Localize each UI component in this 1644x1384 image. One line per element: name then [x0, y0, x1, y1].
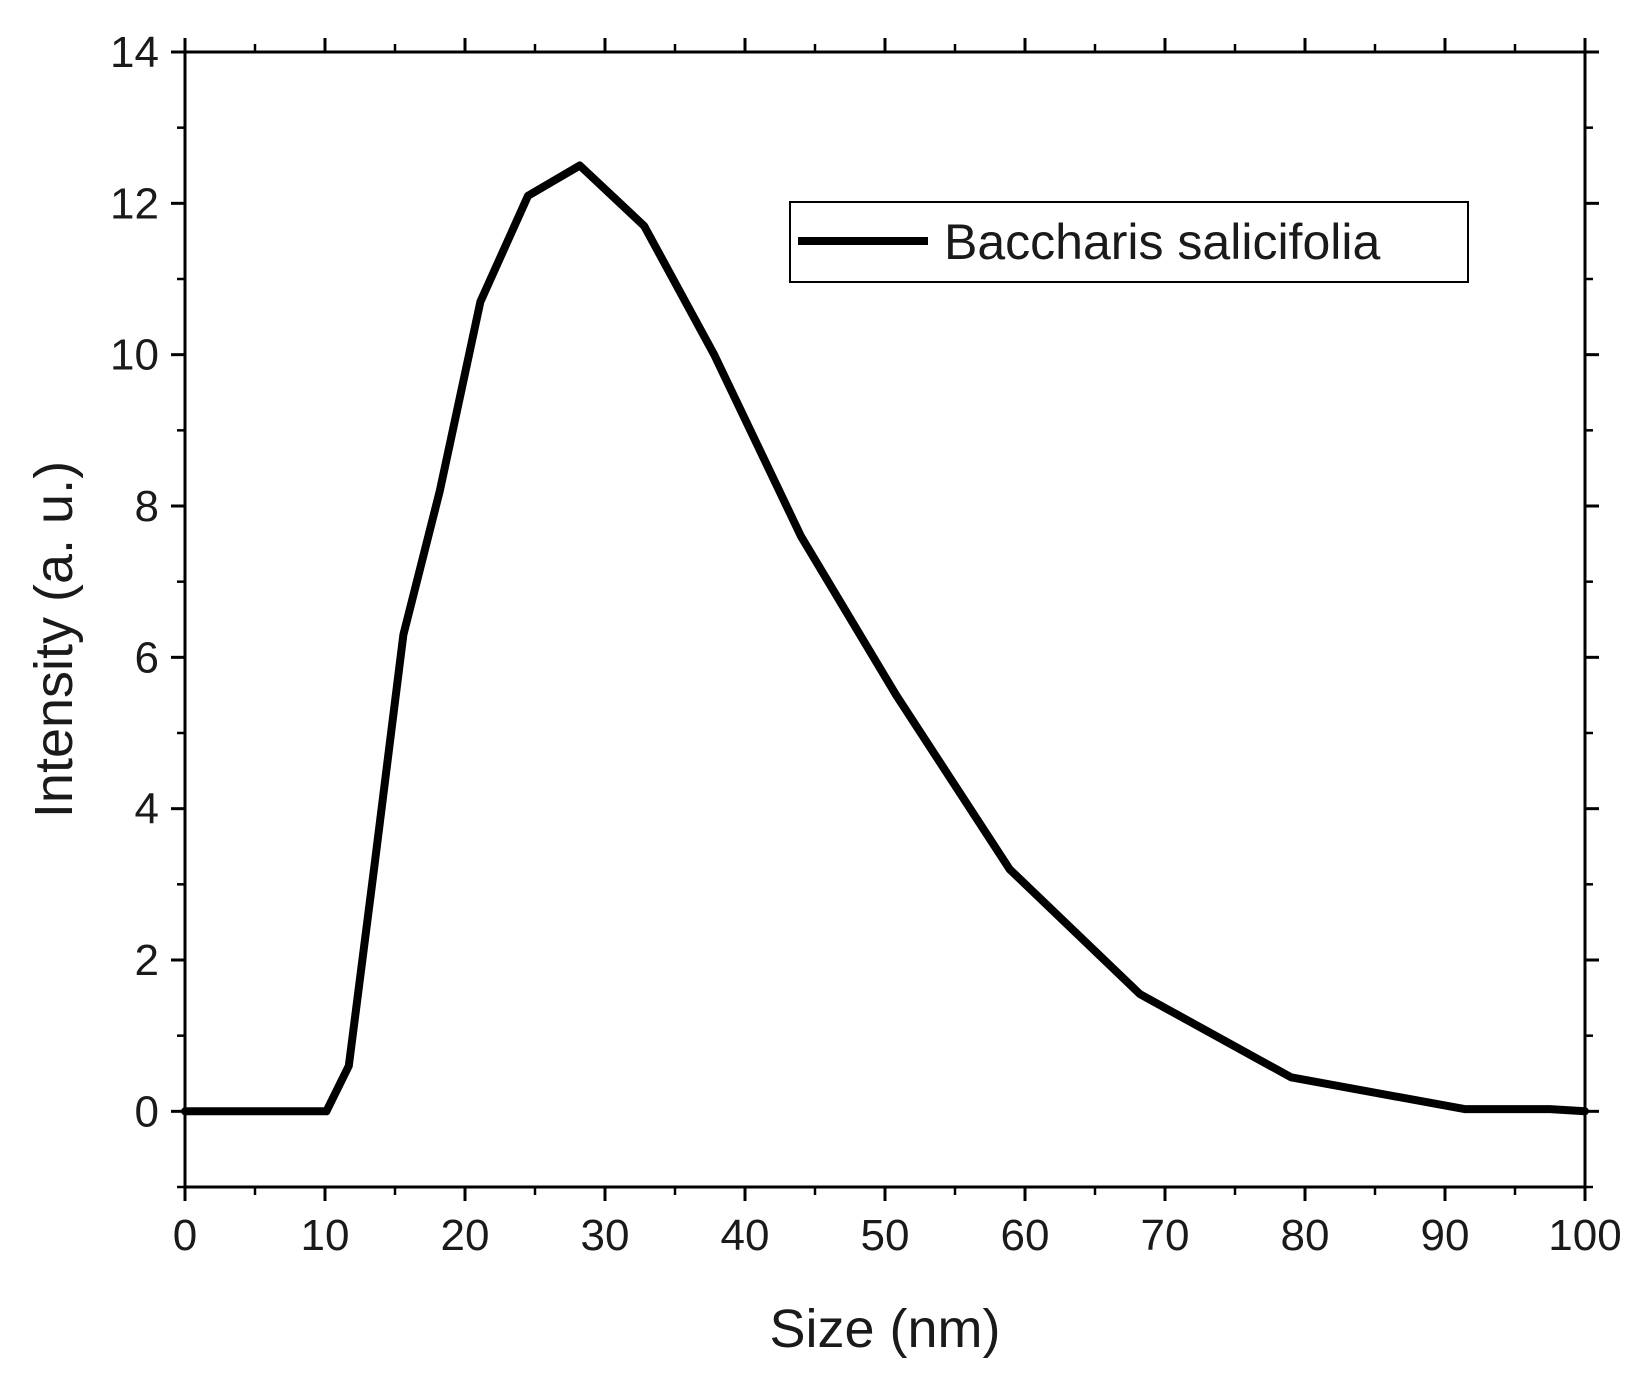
plot-frame — [183, 50, 1587, 1189]
y-tick-label: 0 — [135, 1087, 159, 1136]
legend: Baccharis salicifolia — [789, 201, 1469, 283]
y-tick-label: 10 — [110, 331, 159, 380]
x-tick-label: 30 — [581, 1211, 630, 1260]
y-tick-label: 4 — [135, 785, 159, 834]
x-tick-label: 50 — [861, 1211, 910, 1260]
tick-labels: 0 2 4 6 8 10 12 14 0 10 20 30 40 50 60 70 80 90 100 — [110, 28, 1622, 1260]
x-tick-label: 10 — [301, 1211, 350, 1260]
y-tick-label: 12 — [110, 179, 159, 228]
y-tick-label: 2 — [135, 936, 159, 985]
y-tick-label: 14 — [110, 28, 159, 77]
x-tick-label: 40 — [721, 1211, 770, 1260]
x-tick-label: 80 — [1281, 1211, 1330, 1260]
x-tick-label: 70 — [1141, 1211, 1190, 1260]
y-tick-label: 6 — [135, 633, 159, 682]
y-axis-title: Intensity (a. u.) — [24, 461, 84, 818]
x-tick-label: 100 — [1548, 1211, 1621, 1260]
series-layer — [181, 161, 1589, 1116]
series-line-0 — [181, 161, 1589, 1116]
y-tick-label: 8 — [135, 482, 159, 531]
x-tick-label: 20 — [441, 1211, 490, 1260]
x-tick-label: 60 — [1001, 1211, 1050, 1260]
x-axis-title: Size (nm) — [769, 1299, 1000, 1359]
x-tick-label: 90 — [1421, 1211, 1470, 1260]
legend-label: Baccharis salicifolia — [944, 214, 1380, 270]
x-tick-label: 0 — [173, 1211, 197, 1260]
